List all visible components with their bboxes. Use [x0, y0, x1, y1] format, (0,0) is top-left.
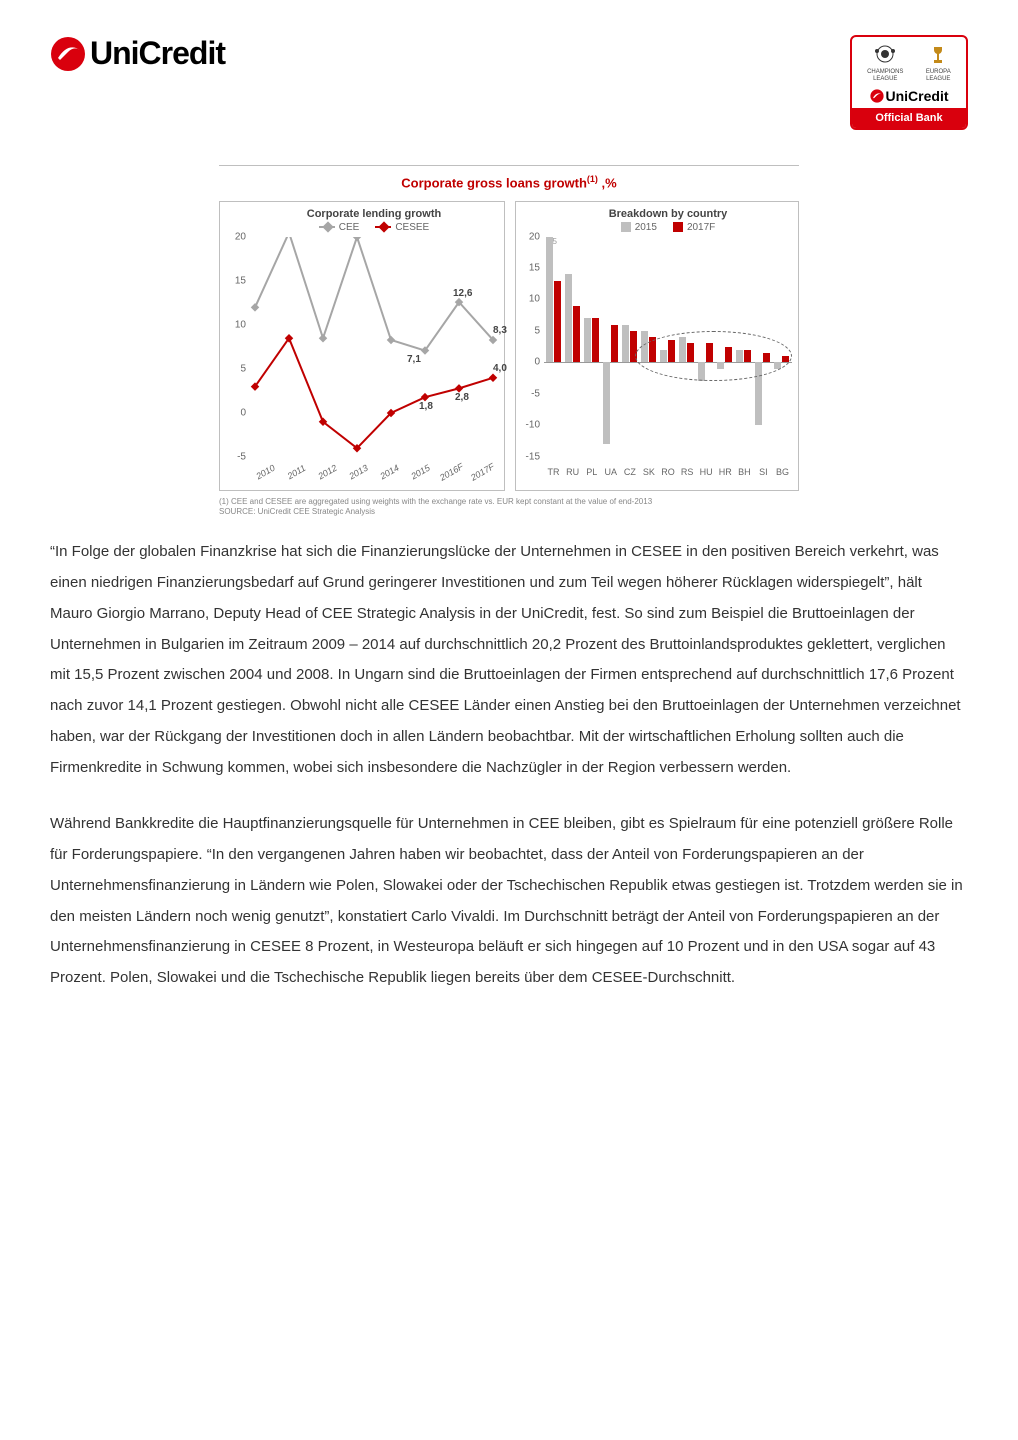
paragraph-2: Während Bankkredite die Hauptfinanzierun…: [50, 809, 968, 994]
chart-footnote: (1) CEE and CESEE are aggregated using w…: [219, 497, 799, 518]
sponsor-mid-text: UniCredit: [886, 88, 949, 104]
unicredit-logo-text: UniCredit: [90, 35, 225, 72]
line-chart: Corporate lending growth CEECESEE -50510…: [219, 201, 505, 491]
page-header: UniCredit CHAMPIONS LEAGUE EUROPA LEAGUE…: [50, 35, 968, 130]
champions-league-label: CHAMPIONS LEAGUE: [856, 69, 915, 82]
line-chart-legend: CEECESEE: [250, 222, 498, 233]
bar-chart-legend: 20152017F: [544, 222, 792, 233]
chart-container: Corporate gross loans growth(1) ,% Corpo…: [219, 165, 799, 517]
bar-chart-subtitle: Breakdown by country: [544, 208, 792, 220]
body-text: “In Folge der globalen Finanzkrise hat s…: [50, 537, 968, 994]
sponsor-badge: CHAMPIONS LEAGUE EUROPA LEAGUE UniCredit…: [850, 35, 968, 130]
unicredit-logo-icon: [50, 36, 86, 72]
line-chart-subtitle: Corporate lending growth: [250, 208, 498, 220]
europa-league-label: EUROPA LEAGUE: [915, 69, 962, 82]
paragraph-1: “In Folge der globalen Finanzkrise hat s…: [50, 537, 968, 783]
chart-title: Corporate gross loans growth(1) ,%: [219, 166, 799, 200]
champions-league-icon: CHAMPIONS LEAGUE: [856, 43, 915, 82]
sponsor-mid: UniCredit: [852, 86, 966, 108]
bar-chart: Breakdown by country 20152017F -15-10-50…: [515, 201, 799, 491]
europa-league-icon: EUROPA LEAGUE: [915, 43, 962, 82]
unicredit-logo: UniCredit: [50, 35, 225, 72]
sponsor-top-row: CHAMPIONS LEAGUE EUROPA LEAGUE: [852, 37, 966, 86]
sponsor-official-bank: Official Bank: [852, 108, 966, 128]
